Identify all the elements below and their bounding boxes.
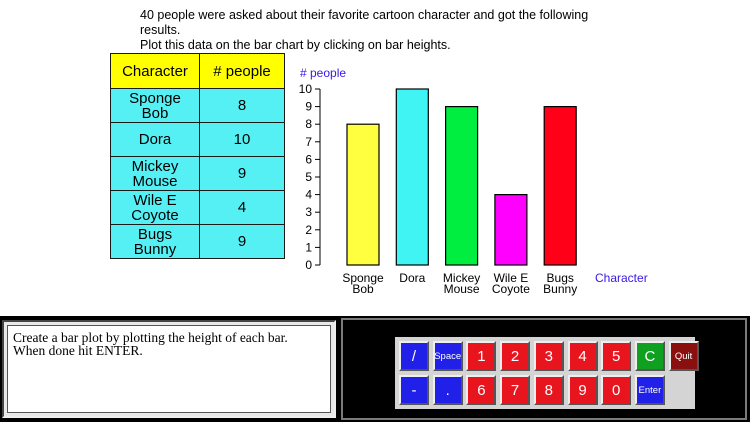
instruction-line-2: Plot this data on the bar chart by click… xyxy=(140,38,451,52)
category-label: Coyote xyxy=(492,282,530,296)
category-label: Bugs xyxy=(547,271,574,285)
x-axis-label: Character xyxy=(595,271,648,285)
key-3[interactable]: 3 xyxy=(533,341,564,371)
clear-key[interactable]: C xyxy=(634,341,665,371)
y-tick-label: 5 xyxy=(305,170,312,184)
keypad-panel: / Space 1 2 3 4 5 C Quit -. 6 7 8 9 0 Enter xyxy=(341,318,747,420)
y-tick-label: 4 xyxy=(305,188,312,202)
people-count: 10 xyxy=(199,122,285,157)
table-row: Dora 10 xyxy=(110,122,285,157)
people-count: 4 xyxy=(199,190,285,225)
character-name: Mickey Mouse xyxy=(110,156,200,191)
key-0[interactable]: 0 xyxy=(601,375,632,405)
people-count: 9 xyxy=(199,224,285,259)
y-tick-label: 7 xyxy=(305,135,312,149)
character-name: Sponge Bob xyxy=(110,88,200,123)
header-people: # people xyxy=(199,53,285,89)
y-tick-label: 0 xyxy=(305,258,312,272)
keypad: / Space 1 2 3 4 5 C Quit -. 6 7 8 9 0 Enter xyxy=(395,337,699,409)
character-name: Wile E Coyote xyxy=(110,190,200,225)
key-7[interactable]: 7 xyxy=(500,375,531,405)
key-9[interactable]: 9 xyxy=(567,375,598,405)
table-row: Mickey Mouse 9 xyxy=(110,156,285,191)
y-tick-label: 9 xyxy=(305,100,312,114)
key-5[interactable]: 5 xyxy=(601,341,632,371)
data-table: Character # people Sponge Bob 8 Dora 10 M… xyxy=(110,53,285,259)
bar[interactable] xyxy=(395,88,429,266)
bar[interactable] xyxy=(543,105,577,266)
prompt-line-1: Create a bar plot by plotting the height… xyxy=(13,330,288,345)
people-count: 9 xyxy=(199,156,285,191)
category-label: Mickey xyxy=(443,271,480,285)
quit-key[interactable]: Quit xyxy=(668,341,699,371)
bar[interactable] xyxy=(494,194,528,266)
character-name: Bugs Bunny xyxy=(110,224,200,259)
header-character: Character xyxy=(110,53,200,89)
character-name: Dora xyxy=(110,122,200,157)
table-header-row: Character # people xyxy=(110,53,285,89)
y-axis-label: # people xyxy=(300,66,346,80)
category-label: Mouse xyxy=(444,282,480,296)
category-label: Bunny xyxy=(543,282,577,296)
category-label: Sponge xyxy=(342,271,384,285)
y-tick-label: 6 xyxy=(305,152,312,166)
y-tick-label: 8 xyxy=(305,117,312,131)
key-6[interactable]: 6 xyxy=(466,375,497,405)
people-count: 8 xyxy=(199,88,285,123)
worksheet-area: 40 people were asked about their favorit… xyxy=(0,0,750,316)
space-key[interactable]: Space xyxy=(432,341,463,371)
decimal-key[interactable]: . xyxy=(432,375,463,405)
table-row: Sponge Bob 8 xyxy=(110,88,285,123)
prompt-text: Create a bar plot by plotting the height… xyxy=(13,330,288,358)
slash-key[interactable]: / xyxy=(399,341,429,371)
y-tick-label: 3 xyxy=(305,205,312,219)
key-8[interactable]: 8 xyxy=(533,375,564,405)
y-tick-label: 10 xyxy=(299,82,313,96)
prompt-line-2: When done hit ENTER. xyxy=(13,343,143,358)
bar[interactable] xyxy=(445,105,479,266)
category-label: Bob xyxy=(352,282,374,296)
category-label: Dora xyxy=(399,271,425,285)
key-1[interactable]: 1 xyxy=(466,341,497,371)
key-4[interactable]: 4 xyxy=(567,341,598,371)
category-label: Wile E xyxy=(494,271,529,285)
y-tick-label: 2 xyxy=(305,223,312,237)
prompt-panel: Create a bar plot by plotting the height… xyxy=(2,320,336,418)
instruction-line-1: 40 people were asked about their favorit… xyxy=(140,8,589,37)
table-row: Wile E Coyote 4 xyxy=(110,190,285,225)
prompt-box: Create a bar plot by plotting the height… xyxy=(7,325,331,413)
bar[interactable] xyxy=(346,123,380,266)
instructions: 40 people were asked about their favorit… xyxy=(140,8,610,53)
y-tick-label: 1 xyxy=(305,240,312,254)
table-row: Bugs Bunny 9 xyxy=(110,224,285,259)
minus-key[interactable]: - xyxy=(399,375,429,405)
enter-key[interactable]: Enter xyxy=(634,375,665,405)
key-2[interactable]: 2 xyxy=(500,341,531,371)
